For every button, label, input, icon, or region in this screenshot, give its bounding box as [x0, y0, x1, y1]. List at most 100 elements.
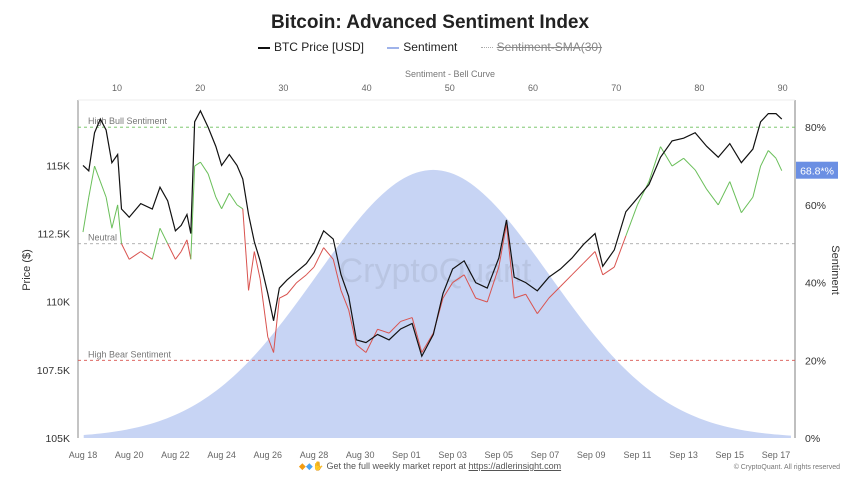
sentiment-segment [760, 150, 769, 167]
sentiment-segment [200, 161, 209, 175]
sentiment-segment [99, 181, 107, 198]
sentiment-segment [356, 344, 367, 353]
legend-item-price[interactable]: BTC Price [USD] [257, 40, 364, 54]
sentiment-segment [683, 157, 696, 171]
sentiment-segment [525, 293, 538, 314]
sentiment-segment [186, 239, 192, 260]
legend-swatch-price [257, 46, 270, 49]
y-right-tick: 60% [805, 200, 826, 212]
price-line [82, 109, 783, 358]
sentiment-segment [548, 286, 561, 299]
sentiment-segment [377, 328, 390, 334]
legend-label: BTC Price [USD] [273, 40, 364, 54]
sentiment-segment [111, 204, 119, 229]
x-axis-tick: Sep 17 [762, 450, 791, 460]
y-left-tick: 115K [46, 160, 70, 172]
sentiment-segment [323, 247, 334, 260]
sentiment-segment [259, 278, 269, 338]
sentiment-segment [121, 243, 130, 260]
sentiment-segment [236, 204, 244, 210]
sentiment-segment [583, 251, 596, 264]
y-right-tick: 80% [805, 122, 826, 134]
x-axis-tick: Aug 24 [207, 450, 236, 460]
x-axis-tick: Sep 15 [716, 450, 745, 460]
x-axis-tick: Aug 18 [69, 450, 98, 460]
sentiment-segment [660, 146, 673, 167]
x-axis-tick: Aug 30 [346, 450, 375, 460]
chart-title: Bitcoin: Advanced Sentiment Index [270, 12, 590, 33]
copyright: © CryptoQuant. All rights reserved [733, 464, 840, 471]
legend-swatch-sma [480, 47, 493, 49]
sentiment-segment [475, 297, 488, 303]
sentiment-segment [332, 259, 342, 291]
sentiment-segment [636, 181, 650, 206]
sentiment-segment [506, 224, 515, 299]
footer: ◆◆✋ Get the full weekly market report at… [0, 461, 860, 472]
sentiment-segment [340, 290, 350, 310]
top-axis-tick: 20 [195, 83, 205, 93]
y-left-tick: 105K [45, 433, 70, 445]
sentiment-segment [752, 165, 762, 198]
sentiment-segment [388, 321, 401, 334]
sentiment-segment [242, 208, 250, 291]
x-axis-tick: Aug 26 [254, 450, 283, 460]
current-sentiment-value: 68.8*% [800, 166, 834, 178]
sentiment-segment [273, 298, 280, 353]
top-axis-tick: 80 [694, 83, 704, 93]
sentiment-segment [613, 235, 627, 268]
reference-line-label: High Bear Sentiment [88, 349, 172, 359]
sentiment-segment [313, 247, 325, 268]
legend-item-sentiment[interactable]: Sentiment [387, 40, 457, 54]
y-right-tick: 0% [805, 433, 820, 445]
sentiment-segment [117, 204, 122, 244]
sentiment-segment [452, 274, 465, 284]
sentiment-segment [228, 192, 238, 206]
sentiment-segment [740, 196, 754, 213]
reference-line-label: Neutral [88, 233, 117, 243]
sentiment-segment [215, 196, 223, 210]
sentiment-segment [775, 158, 783, 171]
orange-diamond-icon: ◆ [298, 461, 306, 471]
x-axis-tick: Sep 09 [577, 450, 606, 460]
sentiment-segment [180, 239, 188, 252]
top-axis-tick: 30 [278, 83, 288, 93]
sentiment-segment [729, 181, 742, 213]
sentiment-segment [571, 262, 584, 276]
sentiment-segment [671, 157, 684, 167]
legend-item-sma[interactable]: Sentiment-SMA(30) [480, 40, 602, 54]
x-axis-tick: Sep 07 [531, 450, 560, 460]
sentiment-segment [253, 251, 261, 279]
x-axis-tick: Sep 11 [623, 450, 651, 460]
y-right-tick: 20% [805, 355, 826, 367]
sentiment-segment [248, 251, 255, 291]
top-axis-tick: 10 [112, 83, 122, 93]
sentiment-segment [194, 161, 201, 167]
top-axis-tick: 50 [445, 83, 455, 93]
sentiment-segment [286, 282, 298, 295]
sentiment-segment [82, 197, 90, 233]
sentiment-segment [128, 251, 142, 260]
sentiment-segment [267, 336, 275, 353]
reference-line-label: High Bull Sentiment [88, 116, 168, 126]
sentiment-segment [706, 189, 719, 206]
sentiment-segment [463, 274, 477, 299]
footer-text: Get the full weekly market report at [326, 461, 467, 471]
sentiment-segment [94, 165, 101, 182]
sentiment-segment [602, 266, 615, 276]
x-axis-tick: Sep 05 [485, 450, 514, 460]
footer-link[interactable]: https://adlerinsight.com [468, 461, 562, 471]
top-axis-title: Sentiment - Bell Curve [405, 69, 495, 79]
sentiment-segment [767, 150, 777, 159]
sentiment-segment [305, 266, 315, 276]
sentiment-segment [207, 173, 217, 198]
sentiment-segment [442, 282, 454, 299]
x-axis-tick: Aug 22 [161, 450, 190, 460]
current-sentiment-badge [796, 161, 838, 179]
sentiment-segment [151, 228, 161, 260]
sentiment-segment [648, 146, 661, 182]
x-axis-tick: Sep 03 [438, 450, 467, 460]
legend: BTC Price [USD] Sentiment Sentiment-SMA(… [0, 40, 860, 54]
sentiment-segment [625, 204, 638, 237]
top-axis-tick: 40 [362, 83, 372, 93]
